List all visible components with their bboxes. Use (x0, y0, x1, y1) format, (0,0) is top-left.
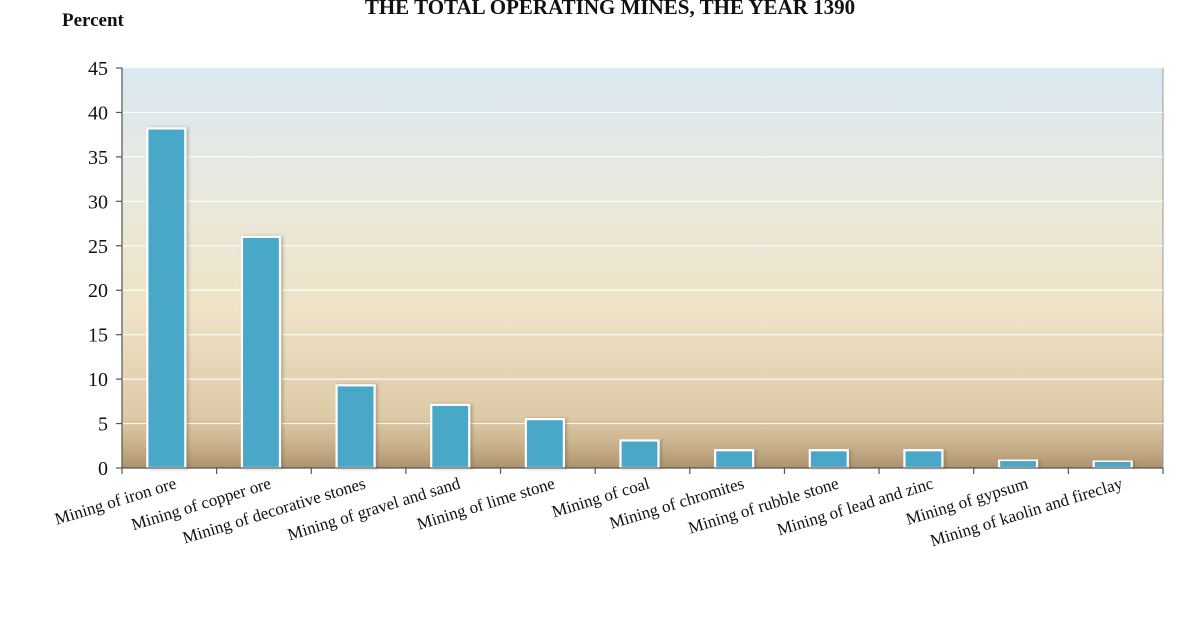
chart-title: THE TOTAL OPERATING MINES, THE YEAR 1390 (365, 0, 855, 19)
bar (335, 384, 376, 470)
bar (619, 439, 660, 470)
x-tick-label: Mining of lead and zinc (775, 474, 936, 540)
bar (903, 449, 944, 470)
bar (808, 449, 849, 470)
bar (524, 418, 565, 470)
y-axis-label: Percent (62, 10, 125, 31)
bars (146, 127, 1133, 470)
y-tick-label: 5 (98, 414, 108, 436)
bar (997, 458, 1039, 470)
gridlines (122, 67, 1163, 425)
y-tick-label: 25 (88, 236, 108, 258)
y-tick-label: 30 (88, 191, 108, 213)
y-tick-label: 15 (88, 325, 108, 347)
y-tick-labels: 0 5 10 15 20 25 30 35 40 45 (88, 58, 108, 480)
bar (240, 235, 282, 470)
y-tick-label: 0 (98, 458, 108, 480)
bar (146, 127, 187, 470)
y-tick-label: 10 (88, 369, 108, 391)
plot-background (122, 68, 1163, 468)
y-tick-label: 40 (88, 102, 108, 124)
axes (116, 67, 1164, 474)
bar (1092, 459, 1133, 470)
bar (430, 403, 471, 470)
bar (714, 449, 755, 470)
y-tick-label: 45 (88, 58, 108, 80)
y-tick-label: 20 (88, 280, 108, 302)
y-tick-label: 35 (88, 147, 108, 169)
